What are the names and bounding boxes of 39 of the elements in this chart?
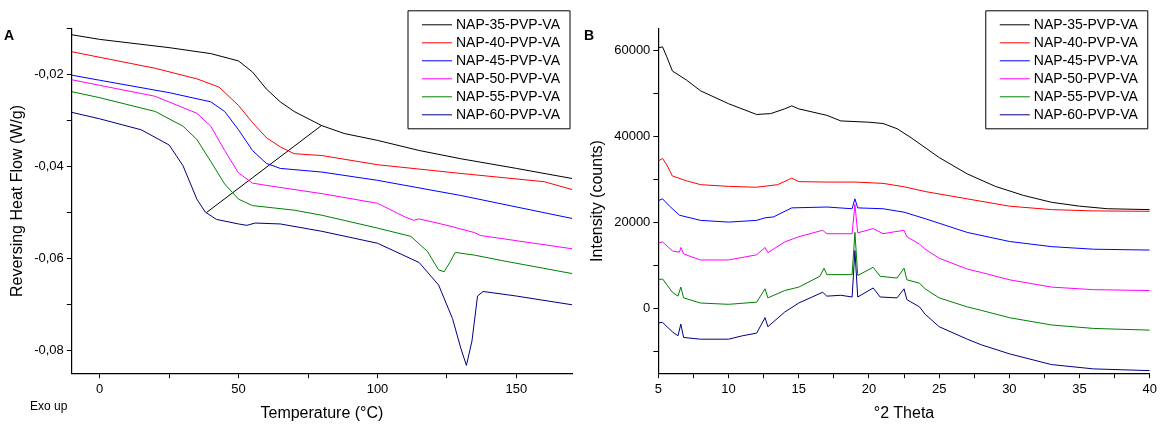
x-tick-label: 10: [721, 380, 736, 396]
x-axis-title: °2 Theta: [873, 403, 935, 421]
y-tick-label: -0,04: [34, 158, 64, 174]
y-axis-title: Reversing Heat Flow (W/g): [8, 104, 26, 298]
x-tick-label: 40: [1142, 380, 1157, 396]
x-tick-label: 150: [505, 380, 528, 396]
chart-title: B: [584, 27, 595, 44]
x-tick-label: 35: [1072, 380, 1087, 396]
legend-label: NAP-60-PVP-VA: [456, 105, 561, 122]
legend-label: NAP-60-PVP-VA: [1033, 105, 1139, 122]
legend-label: NAP-40-PVP-VA: [1033, 33, 1139, 50]
x-tick-label: 20: [861, 380, 877, 396]
y-tick-label: 60000: [614, 41, 651, 57]
x-tick-label: 15: [791, 380, 806, 396]
y-tick-label: 40000: [614, 128, 651, 143]
legend-label: NAP-35-PVP-VA: [1033, 15, 1139, 32]
x-tick-label: 30: [1002, 380, 1017, 396]
y-tick-label: -0,08: [34, 341, 64, 357]
x-tick-label: 0: [96, 380, 104, 396]
legend-label: NAP-55-PVP-VA: [1033, 87, 1139, 104]
x-tick-label: 5: [654, 380, 662, 396]
y-axis-title: Intensity (counts): [588, 140, 606, 262]
y-tick-label: 0: [643, 300, 651, 316]
x-tick-label: 25: [931, 380, 947, 396]
legend-label: NAP-50-PVP-VA: [456, 69, 561, 86]
legend-label: NAP-55-PVP-VA: [456, 87, 561, 104]
x-axis-title: Temperature (°C): [260, 403, 384, 421]
chart-title: A: [4, 27, 15, 44]
legend-label: NAP-35-PVP-VA: [456, 15, 561, 32]
legend-label: NAP-45-PVP-VA: [456, 51, 561, 68]
legend-label: NAP-45-PVP-VA: [1033, 51, 1139, 68]
y-tick-label: -0,02: [34, 66, 64, 82]
legend-label: NAP-50-PVP-VA: [1033, 69, 1139, 86]
legend-label: NAP-40-PVP-VA: [456, 33, 561, 50]
x-tick-label: 50: [231, 380, 246, 396]
x-tick-label: 100: [366, 380, 389, 396]
y-tick-label: -0,06: [34, 249, 64, 265]
y-tick-label: 20000: [614, 214, 651, 230]
text: Exo up: [30, 399, 68, 414]
